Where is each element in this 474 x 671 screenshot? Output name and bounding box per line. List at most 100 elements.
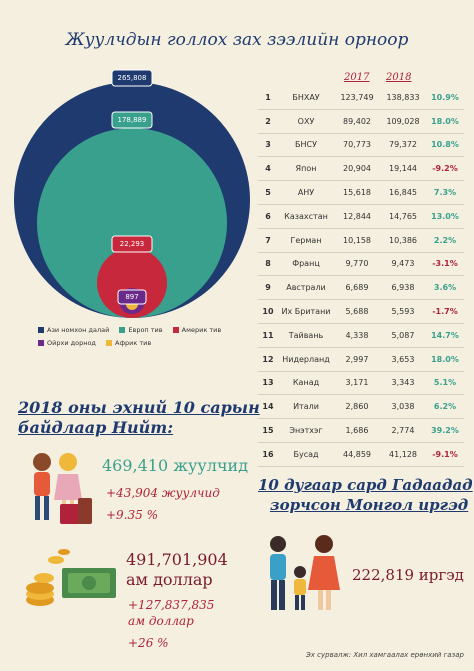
abroad-count: 222,819 иргэд [352, 566, 464, 584]
rank-number: 4 [258, 156, 278, 182]
money-icon [26, 549, 116, 606]
value-2018: 5,593 [380, 299, 426, 324]
rank-number: 3 [258, 133, 278, 158]
value-2017: 123,749 [334, 86, 380, 110]
value-2017: 44,859 [334, 442, 380, 467]
change-percent: 39.2% [426, 418, 464, 443]
value-2018: 2,774 [380, 418, 426, 443]
value-2017: 6,689 [334, 275, 380, 301]
change-percent: 10.9% [426, 86, 464, 110]
value-2017: 5,688 [334, 299, 380, 324]
bubble-value-mideast: 897 [125, 293, 139, 301]
rank-number: 15 [258, 418, 278, 443]
rank-number: 13 [258, 371, 278, 396]
value-2017: 10,158 [334, 228, 380, 253]
abroad-heading-1: 10 дугаар сард Гадаадад [258, 476, 473, 494]
value-2017: 3,171 [334, 371, 380, 396]
table-row: 5 АНУ 15,618 16,845 7.3% [258, 180, 464, 205]
country-name: Энэтхэг [278, 418, 334, 443]
country-name: Тайвань [278, 323, 334, 348]
legend-item: Ойрхи дорнод [38, 339, 96, 347]
country-name: Франц [278, 252, 334, 277]
value-2017: 15,618 [334, 180, 380, 205]
value-2018: 6,938 [380, 275, 426, 301]
rank-number: 6 [258, 204, 278, 229]
country-name: БНСУ [278, 133, 334, 158]
table-row: 15 Энэтхэг 1,686 2,774 39.2% [258, 418, 464, 443]
bubble-value-america: 22,293 [119, 240, 145, 248]
change-percent: 6.2% [426, 394, 464, 420]
table-row: 11 Тайвань 4,338 5,087 14.7% [258, 323, 464, 348]
bubble-label-asia-bg [111, 69, 153, 87]
mongolian-family-icon [270, 535, 340, 610]
value-2018: 3,038 [380, 394, 426, 420]
country-name: Итали [278, 394, 334, 420]
value-2018: 3,653 [380, 347, 426, 372]
bubble-label-europe-bg [111, 111, 153, 129]
chart-legend: Ази номхон далай Европ тив Америк тив Ой… [38, 326, 248, 347]
change-percent: 13.0% [426, 204, 464, 229]
rank-number: 5 [258, 180, 278, 205]
rank-number: 9 [258, 275, 278, 301]
value-2018: 41,128 [380, 442, 426, 467]
table-row: 9 Австрали 6,689 6,938 3.6% [258, 275, 464, 301]
country-name: Нидерланд [278, 347, 334, 372]
legend-item: Африк тив [106, 339, 151, 347]
bubble-value-europe: 178,889 [117, 116, 147, 124]
country-name: БНХАУ [278, 86, 334, 110]
change-percent: 18.0% [426, 109, 464, 134]
value-2017: 89,402 [334, 109, 380, 134]
value-2018: 3,343 [380, 371, 426, 396]
change-percent: 14.7% [426, 323, 464, 348]
value-2017: 20,904 [334, 156, 380, 182]
change-percent: 3.6% [426, 275, 464, 301]
change-percent: 10.8% [426, 133, 464, 158]
rank-number: 7 [258, 228, 278, 253]
value-2018: 9,473 [380, 252, 426, 277]
value-2018: 138,833 [380, 86, 426, 110]
table-row: 1 БНХАУ 123,749 138,833 10.9% [258, 86, 464, 110]
rank-number: 16 [258, 442, 278, 467]
tourists-percent: +9.35 % [106, 508, 158, 522]
money-change-unit: ам доллар [128, 614, 194, 628]
change-percent: 2.2% [426, 228, 464, 253]
value-2018: 5,087 [380, 323, 426, 348]
country-name: Казахстан [278, 204, 334, 229]
table-row: 7 Герман 10,158 10,386 2.2% [258, 228, 464, 253]
country-name: ОХУ [278, 109, 334, 134]
legend-item: Америк тив [172, 326, 221, 334]
country-name: Канад [278, 371, 334, 396]
country-ranking-table: 1 БНХАУ 123,749 138,833 10.9% 2 ОХУ 89,402 109,0… [258, 86, 464, 467]
table-row: 4 Япон 20,904 19,144 -9.2% [258, 156, 464, 182]
rank-number: 1 [258, 86, 278, 110]
change-percent: -9.2% [426, 156, 464, 182]
value-2017: 12,844 [334, 204, 380, 229]
tourists-total: 469,410 жуулчид [102, 456, 249, 475]
value-2017: 1,686 [334, 418, 380, 443]
table-row: 14 Итали 2,860 3,038 6.2% [258, 394, 464, 420]
source-note: Эх сурвалж: Хил хамгаалах ерөнхий газар [305, 651, 464, 659]
money-unit: ам доллар [126, 570, 213, 589]
value-2017: 4,338 [334, 323, 380, 348]
year-2017-header: 2017 [344, 72, 370, 83]
change-percent: -3.1% [426, 252, 464, 277]
change-percent: -1.7% [426, 299, 464, 324]
table-row: 6 Казахстан 12,844 14,765 13.0% [258, 204, 464, 229]
table-row: 16 Бусад 44,859 41,128 -9.1% [258, 442, 464, 467]
money-change: +127,837,835 [128, 598, 215, 612]
tourists-family-icon [33, 453, 92, 524]
value-2017: 2,997 [334, 347, 380, 372]
value-2017: 9,770 [334, 252, 380, 277]
table-row: 10 Их Британи 5,688 5,593 -1.7% [258, 299, 464, 324]
tourists-change: +43,904 жуулчид [106, 486, 220, 500]
rank-number: 2 [258, 109, 278, 134]
america-circle [97, 248, 167, 318]
change-percent: 5.1% [426, 371, 464, 396]
country-name: Австрали [278, 275, 334, 301]
legend-item: Ази номхон далай [38, 326, 109, 334]
country-name: Бусад [278, 442, 334, 467]
value-2017: 70,773 [334, 133, 380, 158]
value-2018: 10,386 [380, 228, 426, 253]
change-percent: 18.0% [426, 347, 464, 372]
value-2017: 2,860 [334, 394, 380, 420]
